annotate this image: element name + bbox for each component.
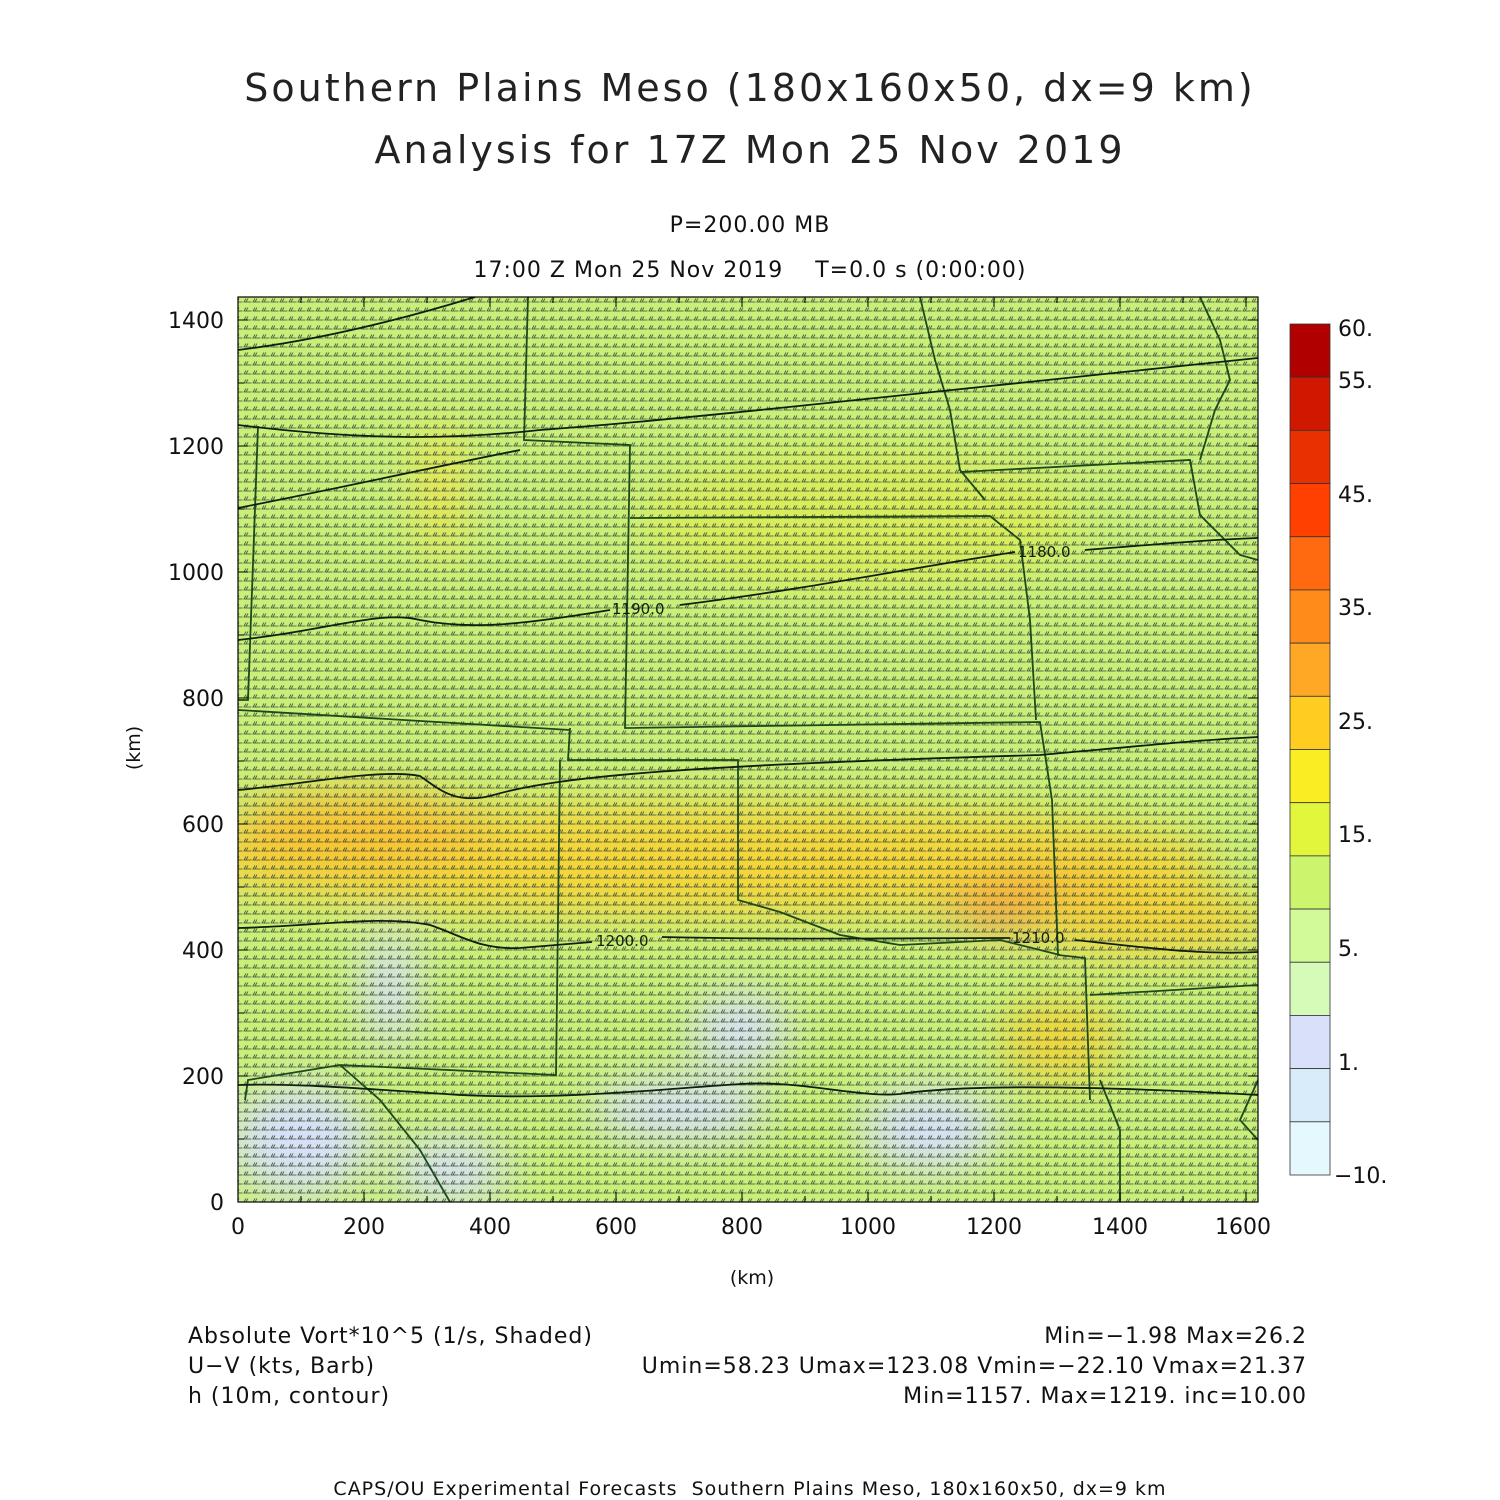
contour-label-1200: 1200.0 (596, 932, 649, 950)
legend-wind: U−V (kts, Barb) (188, 1354, 376, 1379)
x-tick-label: 1600 (1215, 1215, 1271, 1240)
colorbar-label: 15. (1338, 823, 1373, 848)
colorbar-label: 35. (1338, 596, 1373, 621)
colorbar-label: −10. (1334, 1164, 1387, 1189)
colorbar-swatch (1289, 1121, 1331, 1176)
colorbar-swatch (1289, 323, 1331, 378)
y-tick-label: 1000 (168, 561, 224, 586)
y-tick-label: 800 (182, 687, 224, 712)
colorbar-label: 55. (1338, 369, 1373, 394)
y-tick-label: 600 (182, 813, 224, 838)
colorbar-swatch (1289, 908, 1331, 963)
colorbar-swatch (1289, 855, 1331, 910)
valid-time: 17:00 Z Mon 25 Nov 2019 T=0.0 s (0:00:00… (473, 258, 1027, 283)
colorbar-swatch (1289, 642, 1331, 697)
colorbar-swatch (1289, 1015, 1331, 1070)
x-tick-label: 600 (595, 1215, 637, 1240)
x-tick-label: 0 (231, 1215, 245, 1240)
y-tick-label: 1200 (168, 435, 224, 460)
colorbar-swatch (1289, 483, 1331, 538)
legend-height-stats: Min=1157. Max=1219. inc=10.00 (903, 1384, 1307, 1409)
colorbar-label: 45. (1338, 483, 1373, 508)
x-tick-label: 1200 (966, 1215, 1022, 1240)
colorbar-swatch (1289, 961, 1331, 1016)
title-line-2: Analysis for 17Z Mon 25 Nov 2019 (374, 128, 1126, 172)
colorbar (1289, 323, 1331, 1176)
legend-vorticity: Absolute Vort*10^5 (1/s, Shaded) (188, 1324, 593, 1349)
x-tick-label: 400 (469, 1215, 511, 1240)
x-tick-label: 200 (343, 1215, 385, 1240)
height-contours (238, 297, 1258, 1098)
axis-ticks (237, 297, 1258, 1203)
colorbar-swatch (1289, 376, 1331, 431)
legend-height: h (10m, contour) (188, 1384, 391, 1409)
colorbar-label: 5. (1338, 937, 1359, 962)
legend-wind-stats: Umin=58.23 Umax=123.08 Vmin=−22.10 Vmax=… (641, 1354, 1307, 1379)
colorbar-swatch (1289, 695, 1331, 750)
colorbar-label: 1. (1338, 1051, 1359, 1076)
vorticity-shading: 1180.0 1190.0 1200.0 1210.0 (238, 297, 1258, 1202)
title-line-1: Southern Plains Meso (180x160x50, dx=9 k… (244, 66, 1256, 110)
footer-credit: CAPS/OU Experimental Forecasts Southern … (333, 1478, 1167, 1500)
contour-label-1190: 1190.0 (612, 600, 665, 618)
y-tick-label: 400 (182, 939, 224, 964)
y-tick-label: 0 (210, 1191, 224, 1216)
pressure-level: P=200.00 MB (669, 213, 831, 238)
plot-frame (237, 296, 1259, 1203)
y-axis-label: (km) (123, 726, 145, 770)
colorbar-label: 60. (1338, 317, 1373, 342)
contour-label-1180: 1180.0 (1018, 543, 1071, 561)
colorbar-swatch (1289, 589, 1331, 644)
x-axis-label: (km) (730, 1267, 774, 1289)
x-tick-label: 800 (721, 1215, 763, 1240)
y-tick-label: 1400 (168, 309, 224, 334)
colorbar-swatch (1289, 536, 1331, 591)
contour-label-1210: 1210.0 (1012, 929, 1065, 947)
colorbar-label: 25. (1338, 710, 1373, 735)
x-tick-label: 1000 (840, 1215, 896, 1240)
colorbar-swatch (1289, 802, 1331, 857)
colorbar-swatch (1289, 1068, 1331, 1123)
colorbar-swatch (1289, 429, 1331, 484)
y-tick-label: 200 (182, 1065, 224, 1090)
political-boundaries (238, 297, 1258, 1202)
x-tick-label: 1400 (1092, 1215, 1148, 1240)
colorbar-swatch (1289, 749, 1331, 804)
legend-vorticity-stats: Min=−1.98 Max=26.2 (1044, 1324, 1307, 1349)
